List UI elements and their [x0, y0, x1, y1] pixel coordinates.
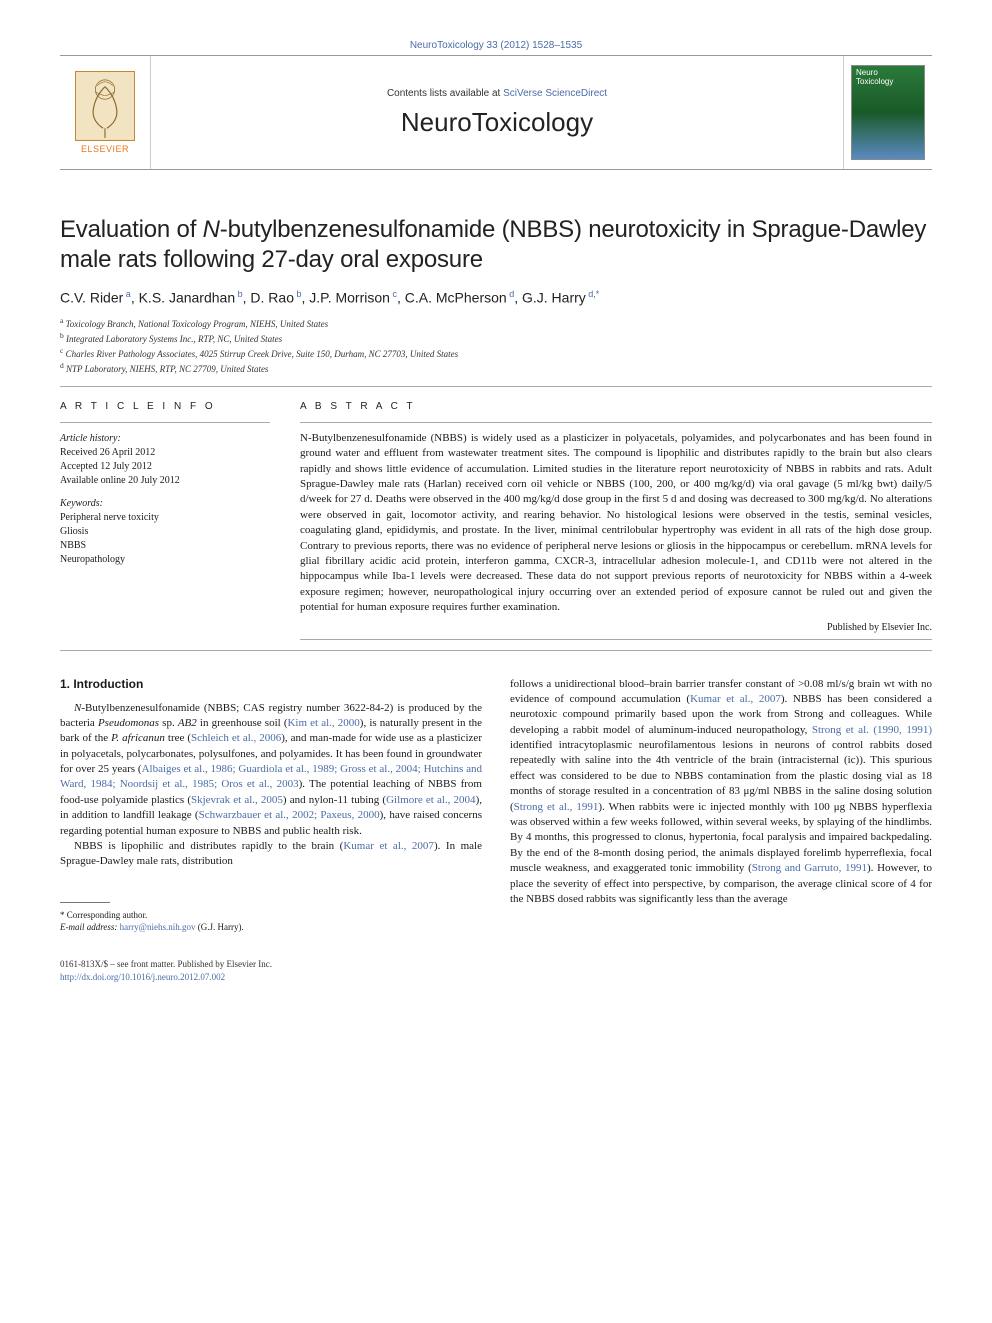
doi-link[interactable]: http://dx.doi.org/10.1016/j.neuro.2012.0… [60, 971, 482, 984]
intro-text-right: follows a unidirectional blood–brain bar… [510, 677, 932, 908]
footnote-block: * Corresponding author. E-mail address: … [60, 909, 482, 934]
cite-link[interactable]: Kumar et al., 2007 [343, 840, 434, 852]
header-middle: Contents lists available at SciVerse Sci… [150, 56, 844, 169]
keyword: Gliosis [60, 525, 270, 539]
history-online: Available online 20 July 2012 [60, 474, 270, 488]
affiliations: a Toxicology Branch, National Toxicology… [60, 316, 932, 376]
abstract-text: N-Butylbenzenesulfonamide (NBBS) is wide… [300, 422, 932, 616]
keywords-block: Keywords: Peripheral nerve toxicity Glio… [60, 498, 270, 567]
cite-link[interactable]: Strong et al., 1991 [514, 801, 599, 813]
abstract-heading: A B S T R A C T [300, 401, 932, 412]
paper-title: Evaluation of N-butylbenzenesulfonamide … [60, 215, 932, 275]
aff-marker: c [390, 289, 397, 299]
abstract-bottom-rule [300, 639, 932, 640]
intro-text-left: N-Butylbenzenesulfonamide (NBBS; CAS reg… [60, 701, 482, 870]
aff-marker: b [294, 289, 302, 299]
meta-abstract-row: A R T I C L E I N F O Article history: R… [60, 401, 932, 640]
aff-marker: d [507, 289, 515, 299]
author: J.P. Morrison [309, 290, 390, 306]
article-history-block: Article history: Received 26 April 2012 … [60, 422, 270, 488]
authors-line: C.V. Rider a, K.S. Janardhan b, D. Rao b… [60, 289, 932, 306]
keyword: NBBS [60, 539, 270, 553]
corresponding-author-note: * Corresponding author. [60, 909, 482, 922]
publisher-logo[interactable]: ELSEVIER [60, 56, 150, 169]
journal-cover-thumb[interactable]: Neuro Toxicology [844, 56, 932, 169]
journal-cover-image: Neuro Toxicology [851, 65, 925, 160]
mid-divider [60, 650, 932, 651]
cite-link[interactable]: Albaiges et al., 1986; Guardiola et al.,… [60, 763, 482, 790]
cite-link[interactable]: Schleich et al., 2006 [191, 732, 281, 744]
elsevier-tree-icon [75, 71, 135, 141]
cite-link[interactable]: Strong and Garruto, 1991 [752, 862, 867, 874]
email-link[interactable]: harry@niehs.nih.gov [120, 922, 196, 932]
author: C.V. Rider [60, 290, 123, 306]
affiliation: c Charles River Pathology Associates, 40… [60, 346, 932, 361]
history-received: Received 26 April 2012 [60, 446, 270, 460]
cite-link[interactable]: Kumar et al., 2007 [690, 693, 781, 705]
author: G.J. Harry [522, 290, 586, 306]
contents-line: Contents lists available at SciVerse Sci… [387, 88, 607, 99]
keywords-label: Keywords: [60, 498, 270, 509]
published-by: Published by Elsevier Inc. [300, 622, 932, 633]
publisher-logo-text: ELSEVIER [81, 144, 129, 154]
footnote-separator [60, 902, 110, 903]
issn-line: 0161-813X/$ – see front matter. Publishe… [60, 958, 482, 971]
body-col-left: 1. Introduction N-Butylbenzenesulfonamid… [60, 677, 482, 984]
affiliation: b Integrated Laboratory Systems Inc., RT… [60, 331, 932, 346]
cite-link[interactable]: Skjevrak et al., 2005 [191, 794, 283, 806]
author: K.S. Janardhan [139, 290, 236, 306]
author: C.A. McPherson [405, 290, 507, 306]
body-col-right: follows a unidirectional blood–brain bar… [510, 677, 932, 984]
footer-meta: 0161-813X/$ – see front matter. Publishe… [60, 958, 482, 983]
top-divider [60, 386, 932, 387]
email-line: E-mail address: harry@niehs.nih.gov (G.J… [60, 921, 482, 934]
cite-link[interactable]: Schwarzbauer et al., 2002; Paxeus, 2000 [199, 809, 380, 821]
aff-marker: b [235, 289, 243, 299]
aff-marker: d, [586, 289, 596, 299]
aff-marker: a [123, 289, 131, 299]
history-label: Article history: [60, 433, 270, 444]
cite-link[interactable]: Strong et al. (1990, 1991) [812, 724, 932, 736]
article-info-col: A R T I C L E I N F O Article history: R… [60, 401, 270, 640]
intro-heading: 1. Introduction [60, 677, 482, 691]
scidirect-link[interactable]: SciVerse ScienceDirect [503, 88, 607, 99]
cite-link[interactable]: Gilmore et al., 2004 [386, 794, 475, 806]
keyword: Peripheral nerve toxicity [60, 511, 270, 525]
abstract-col: A B S T R A C T N-Butylbenzenesulfonamid… [300, 401, 932, 640]
email-author: (G.J. Harry). [195, 922, 243, 932]
history-accepted: Accepted 12 July 2012 [60, 460, 270, 474]
cite-link[interactable]: Kim et al., 2000 [287, 717, 359, 729]
affiliation: a Toxicology Branch, National Toxicology… [60, 316, 932, 331]
body-columns: 1. Introduction N-Butylbenzenesulfonamid… [60, 677, 932, 984]
journal-ref: NeuroToxicology 33 (2012) 1528–1535 [60, 40, 932, 51]
journal-name: NeuroToxicology [401, 107, 593, 138]
keyword: Neuropathology [60, 553, 270, 567]
article-info-heading: A R T I C L E I N F O [60, 401, 270, 412]
cover-line2: Toxicology [856, 78, 920, 87]
contents-prefix: Contents lists available at [387, 88, 503, 99]
corresponding-marker[interactable]: * [596, 289, 600, 299]
author: D. Rao [250, 290, 294, 306]
journal-header: ELSEVIER Contents lists available at Sci… [60, 55, 932, 170]
email-label: E-mail address: [60, 922, 120, 932]
affiliation: d NTP Laboratory, NIEHS, RTP, NC 27709, … [60, 361, 932, 376]
